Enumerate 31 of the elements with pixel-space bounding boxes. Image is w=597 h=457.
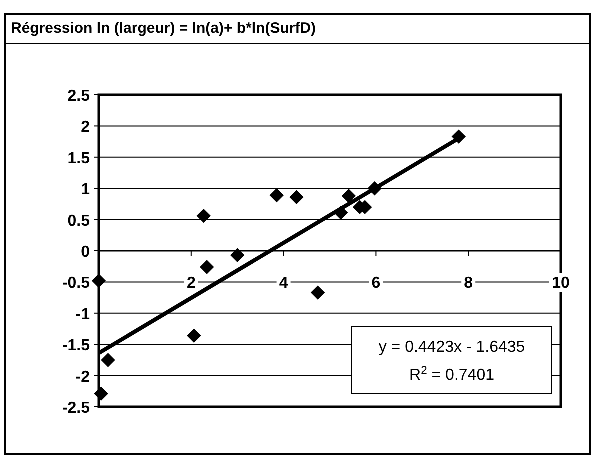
- point: [101, 353, 116, 368]
- annotation: R$^{2}$ = 0.7401: [410, 365, 495, 384]
- x-tick-label: 2: [186, 275, 196, 292]
- y-tick-label: -1.5: [62, 338, 90, 355]
- point: [94, 386, 108, 402]
- x-tick-label: 4: [279, 275, 288, 292]
- y-tick-label: -0.5: [62, 275, 90, 292]
- chart-title: Régression ln (largeur) = ln(a)+ b*ln(SurfD): [11, 20, 316, 37]
- point: [92, 274, 106, 288]
- x-tick-label: 10: [552, 275, 570, 292]
- point: [230, 248, 245, 262]
- y-tick-label: 2: [81, 119, 90, 136]
- point: [290, 190, 304, 204]
- x-tick-label: 6: [372, 275, 381, 292]
- y-tick-label: 1.5: [68, 150, 90, 168]
- y-tick-label: -2.5: [62, 400, 90, 417]
- point: [270, 188, 284, 203]
- point: [310, 286, 326, 300]
- equation-box: y = 0.4423x - 1.6435 R$^{2}$ = 0.7401: [352, 326, 552, 394]
- point: [200, 260, 214, 274]
- y-tick-label: 2.5: [68, 88, 90, 105]
- y-tick-label: -2: [76, 368, 90, 386]
- point: [196, 208, 211, 224]
- point: [342, 188, 356, 204]
- point: [187, 328, 202, 343]
- y-tick-label: -1: [76, 306, 90, 324]
- y-tick-label: 1: [81, 182, 90, 199]
- x-tick-label: 8: [464, 275, 474, 292]
- y-tick-label: 0.5: [68, 212, 90, 230]
- annotation: y = 0.4423x - 1.6435: [378, 339, 526, 356]
- y-tick-label: 0: [81, 244, 90, 261]
